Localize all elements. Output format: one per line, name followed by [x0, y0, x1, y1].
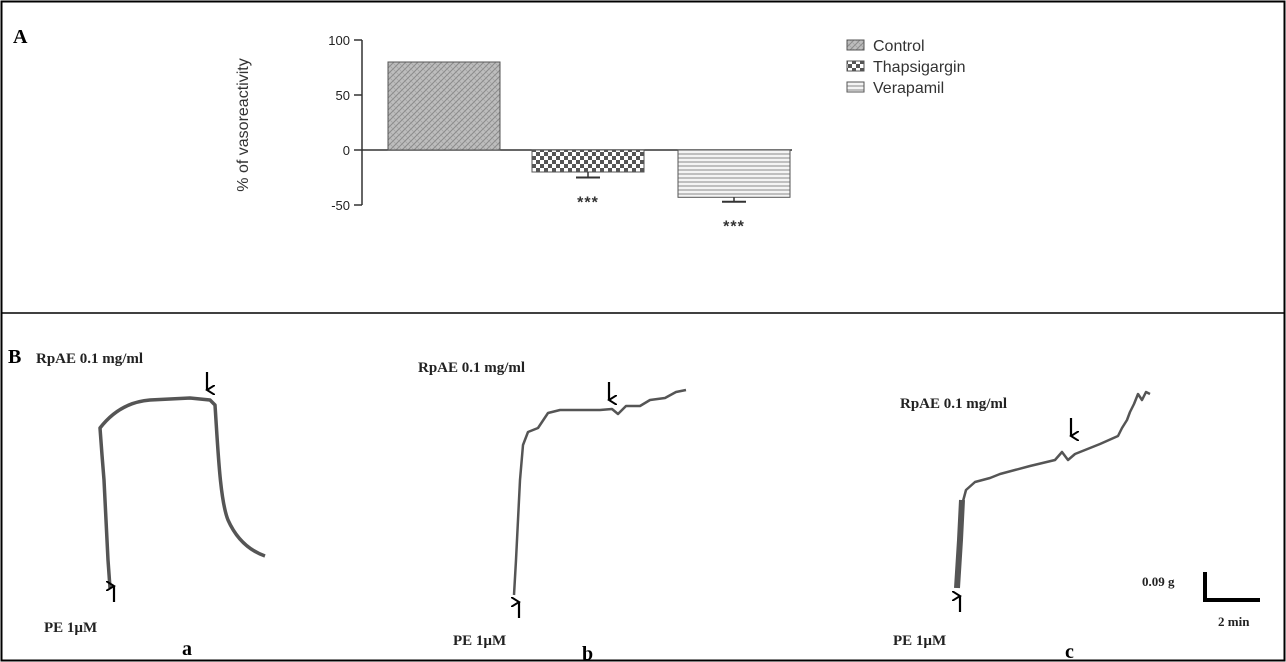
- trace-b-agonist-label: PE 1µM: [453, 633, 506, 649]
- scale-bar-force-label: 0.09 g: [1142, 574, 1175, 589]
- trace-a: RpAE 0.1 mg/ml PE 1µM a: [36, 351, 266, 660]
- bar-control: [387, 61, 501, 151]
- trace-b: RpAE 0.1 mg/ml PE 1µM b: [418, 360, 687, 662]
- panel-a-letter: A: [13, 26, 28, 48]
- scale-bar-lines: [1203, 572, 1260, 602]
- legend-swatch-verapamil: [846, 81, 865, 93]
- trace-a-letter: a: [182, 638, 192, 660]
- y-axis-label: % of vasoreactivity: [235, 58, 252, 191]
- trace-a-line: [98, 396, 266, 589]
- bars: [387, 61, 791, 203]
- trace-a-agonist-label: PE 1µM: [44, 620, 97, 636]
- trace-c: RpAE 0.1 mg/ml PE 1µM c: [893, 390, 1151, 662]
- y-tick-label: 0: [343, 143, 350, 158]
- trace-b-letter: b: [582, 643, 593, 662]
- scale-bar: 0.09 g 2 min: [1142, 572, 1260, 629]
- panel-b-letter: B: [8, 346, 21, 368]
- scale-bar-time-label: 2 min: [1218, 614, 1250, 629]
- legend-label-thapsigargin: Thapsigargin: [873, 59, 966, 76]
- bar-thapsigargin: [531, 149, 645, 173]
- trace-b-extract-label: RpAE 0.1 mg/ml: [418, 360, 525, 376]
- significance-label: ***: [577, 195, 599, 212]
- trace-c-letter: c: [1065, 641, 1074, 662]
- trace-c-line: [956, 390, 1151, 586]
- legend-swatch-thapsigargin: [846, 60, 865, 72]
- legend-label-control: Control: [873, 38, 925, 55]
- trace-a-extract-label: RpAE 0.1 mg/ml: [36, 351, 143, 367]
- trace-b-line: [512, 388, 687, 596]
- bar-chart: 100 50 0 -50 *** *** % of vasoreactivity Con…: [235, 33, 966, 236]
- legend: Control Thapsigargin Verapamil: [846, 38, 966, 97]
- y-tick-label: 50: [336, 88, 350, 103]
- legend-label-verapamil: Verapamil: [873, 80, 944, 97]
- trace-c-rise: [954, 499, 965, 589]
- trace-c-extract-label: RpAE 0.1 mg/ml: [900, 396, 1007, 412]
- bar-verapamil: [677, 149, 791, 198]
- trace-c-agonist-label: PE 1µM: [893, 633, 946, 649]
- significance-label: ***: [723, 219, 745, 236]
- significance-marks: *** ***: [577, 195, 745, 236]
- y-tick-label: 100: [328, 33, 350, 48]
- y-tick-label: -50: [331, 198, 350, 213]
- legend-swatch-control: [846, 39, 865, 51]
